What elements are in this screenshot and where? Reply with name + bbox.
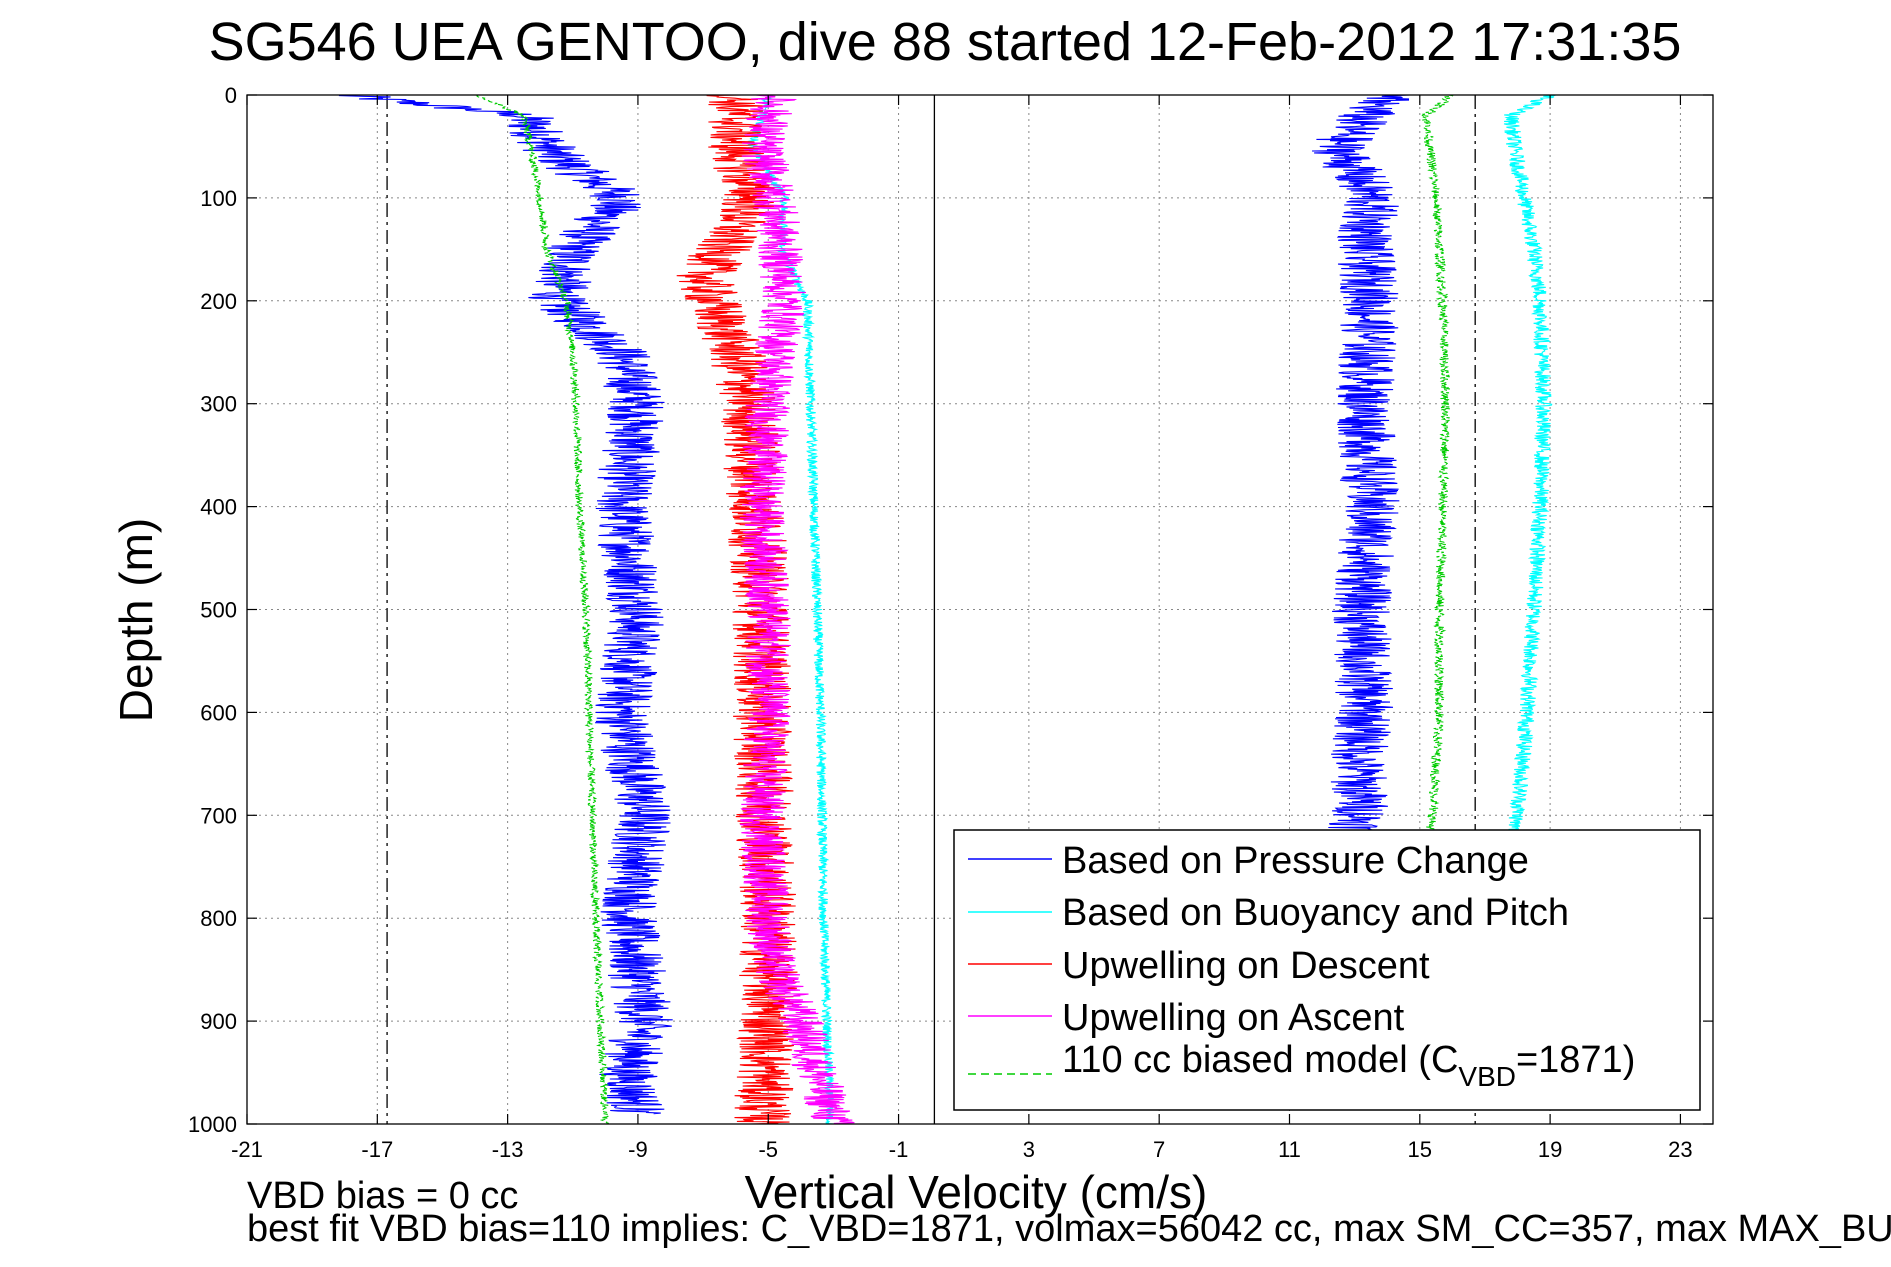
legend-label-pressure: Based on Pressure Change <box>1062 840 1529 882</box>
legend-model-suffix: =1871) <box>1516 1039 1635 1081</box>
series-line-1 <box>745 95 836 1124</box>
y-tick-label: 200 <box>200 289 237 314</box>
legend-model-sub: VBD <box>1458 1061 1516 1092</box>
legend-label-model: 110 cc biased model (CVBD=1871) <box>1062 1039 1635 1092</box>
series-line-2 <box>676 95 798 1124</box>
annotation-vbd-bias: VBD bias = 0 cc <box>247 1175 519 1217</box>
series-line-5 <box>1311 95 1411 837</box>
y-tick-label: 900 <box>200 1009 237 1034</box>
x-tick-label: -21 <box>231 1137 263 1162</box>
series-line-0 <box>338 95 673 1115</box>
legend-model-prefix: 110 cc biased model (C <box>1062 1039 1458 1081</box>
x-tick-label: -9 <box>628 1137 648 1162</box>
chart-title: SG546 UEA GENTOO, dive 88 started 12-Feb… <box>209 12 1682 72</box>
x-tick-label: -5 <box>758 1137 778 1162</box>
y-axis-label: Depth (m) <box>110 518 162 722</box>
x-tick-label: -17 <box>361 1137 393 1162</box>
y-tick-label: 300 <box>200 392 237 417</box>
y-tick-label: 100 <box>200 186 237 211</box>
x-tick-label: -13 <box>492 1137 524 1162</box>
legend-label-ascent: Upwelling on Ascent <box>1062 997 1405 1039</box>
y-tick-label: 800 <box>200 906 237 931</box>
x-tick-label: 15 <box>1408 1137 1432 1162</box>
y-tick-label: 600 <box>200 700 237 725</box>
series-line-7 <box>1503 95 1556 837</box>
y-tick-label: 500 <box>200 598 237 623</box>
axes: -21 -17 -13 -9 -5 -1 3 7 11 15 19 23010020030040050… <box>188 83 1714 1162</box>
series-line-3 <box>739 95 855 1124</box>
legend-label-buoyancy: Based on Buoyancy and Pitch <box>1062 892 1569 934</box>
x-tick-label: 19 <box>1538 1137 1562 1162</box>
series-line-4 <box>475 95 610 1124</box>
series-line-6 <box>1421 95 1454 837</box>
x-axis-label: Vertical Velocity (cm/s) <box>745 1166 1208 1218</box>
y-tick-label: 1000 <box>188 1112 237 1137</box>
legend-box <box>953 829 1701 1111</box>
x-tick-label: 23 <box>1668 1137 1692 1162</box>
x-tick-label: 7 <box>1153 1137 1165 1162</box>
legend-label-descent: Upwelling on Descent <box>1062 945 1430 987</box>
y-tick-label: 400 <box>200 495 237 520</box>
annotation-best-fit: best fit VBD bias=110 implies: C_VBD=187… <box>247 1210 1891 1248</box>
x-tick-label: 3 <box>1023 1137 1035 1162</box>
x-tick-label: -1 <box>889 1137 909 1162</box>
legend: Based on Pressure Change Based on Buoyan… <box>953 829 1701 1111</box>
x-tick-label: 11 <box>1278 1137 1301 1162</box>
y-tick-label: 0 <box>225 83 237 108</box>
y-tick-label: 700 <box>200 803 237 828</box>
